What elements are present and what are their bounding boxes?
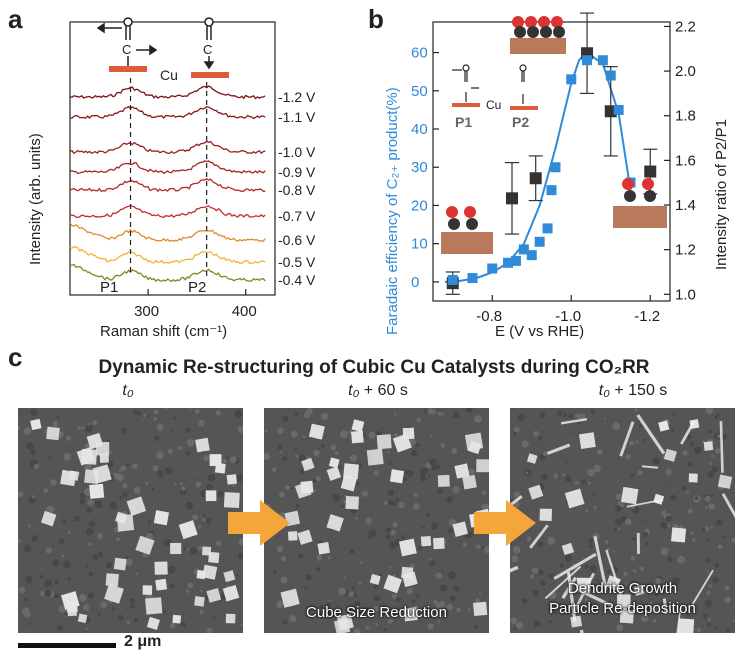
fe-ytick-label: 0 (411, 274, 419, 291)
fe-data-point (582, 55, 593, 66)
peak-p1-label: P1 (100, 279, 118, 296)
panel-label-b: b (368, 4, 384, 34)
fe-xtick-label: -1.0 (555, 308, 581, 325)
inset-p1-label: P1 (455, 114, 472, 130)
fe-data-point (566, 74, 577, 85)
time-label-2: t₀ + 150 s (598, 382, 668, 399)
ratio-ytick-label: 2.0 (675, 63, 696, 80)
raman-plot-frame (69, 21, 276, 296)
micrograph-t0 (18, 408, 243, 633)
ratio-ytick-label: 2.2 (675, 18, 696, 35)
ratio-ytick-label: 1.6 (675, 152, 696, 169)
raman-trace (70, 263, 266, 283)
caption-cube-size-reduction: Cube Size Reduction (306, 604, 447, 621)
fe-data-point (597, 55, 608, 66)
voltage-label: -1.1 V (278, 109, 316, 125)
cu-surface-p2 (191, 72, 229, 78)
caption-dendrite-growth: Dendrite Growth Particle Re-deposition (549, 580, 696, 617)
peak-p2-label: P2 (188, 279, 206, 296)
ratio-data-point (529, 172, 542, 185)
fe-ytick-label: 40 (411, 121, 428, 138)
voltage-label: -1.2 V (278, 89, 316, 105)
voltage-label: -0.4 V (278, 272, 316, 288)
fe-xtick-label: -1.2 (634, 308, 660, 325)
raman-trace (69, 140, 266, 155)
ratio-data-point (644, 165, 657, 178)
fe-xlabel: E (V vs RHE) (495, 323, 584, 340)
panel-label-c: c (8, 342, 23, 372)
ratio-ytick-label: 1.2 (675, 242, 696, 259)
raman-trace (69, 205, 266, 219)
cu-surface-model-right (613, 178, 667, 228)
scale-bar (18, 643, 116, 648)
inset-p2-label: P2 (512, 114, 529, 130)
scale-bar-label: 2 μm (124, 633, 162, 650)
raman-ylabel: Intensity (arb. units) (27, 133, 44, 265)
fe-data-point (605, 70, 616, 81)
cu-surface-model-top (510, 16, 566, 54)
raman-trace (69, 245, 266, 264)
inset-adsorbate-legend: P1 P2 Cu (452, 64, 538, 130)
raman-trace (69, 105, 266, 120)
raman-chart: P1 P2 C C Cu -1.2 V -1.1 V -1.0 V -0.9 V -0.… (27, 17, 316, 340)
fe-ytick-label: 10 (411, 236, 428, 253)
svg-text:C: C (203, 42, 212, 57)
ratio-ytick-label: 1.0 (675, 286, 696, 303)
voltage-label: -0.7 V (278, 208, 316, 224)
fe-data-point (487, 263, 498, 274)
raman-xtick-label: 400 (232, 303, 257, 320)
raman-trace (69, 178, 266, 193)
cu-label: Cu (160, 67, 178, 83)
cu-surface-model-left (441, 206, 493, 254)
panel-c-title: Dynamic Re-structuring of Cubic Cu Catal… (98, 357, 650, 378)
raman-trace (69, 160, 266, 175)
inset-cu-label: Cu (486, 98, 501, 112)
fe-data-point (546, 185, 557, 196)
micrograph-t150: Dendrite Growth Particle Re-deposition (510, 408, 735, 633)
fe-ylabel: Faradaic efficiency of C₂₊ product(%) (384, 87, 401, 335)
micrograph-t60: Cube Size Reduction (264, 408, 489, 633)
fe-data-point (447, 274, 458, 285)
ratio-data-point (506, 192, 518, 205)
raman-trace (69, 85, 266, 100)
fe-ytick-label: 50 (411, 83, 428, 100)
co-adsorbate-p2-icon (203, 17, 215, 70)
time-label-1: t₀ + 60 s (348, 382, 408, 399)
fe-data-point (534, 236, 545, 247)
fe-ratio-chart: 0 10 20 30 40 50 60 1.0 1.2 1.4 1.6 1.8 2.0 2.2 -0.8… (384, 12, 730, 340)
co-adsorbate-p1-icon (96, 17, 158, 66)
fe-data-point (518, 244, 529, 255)
raman-xtick-label: 300 (134, 303, 159, 320)
fe-data-point (503, 257, 514, 268)
ratio-ytick-label: 1.4 (675, 197, 696, 214)
raman-trace (69, 222, 266, 243)
panel-label-a: a (8, 4, 23, 34)
voltage-label: -0.6 V (278, 232, 316, 248)
svg-text:C: C (122, 42, 131, 57)
fe-ytick-label: 20 (411, 197, 428, 214)
fe-data-point (467, 273, 478, 284)
charts-canvas: P1 P2 C C Cu -1.2 V -1.1 V -1.0 V -0.9 V -0.… (27, 12, 730, 340)
voltage-label: -0.9 V (278, 164, 316, 180)
fe-data-point (550, 162, 561, 173)
fe-ytick-label: 60 (411, 45, 428, 62)
voltage-label: -0.8 V (278, 182, 316, 198)
fe-ytick-label: 30 (411, 159, 428, 176)
right-arrow-icon-1 (228, 500, 290, 546)
raman-xlabel: Raman shift (cm⁻¹) (100, 323, 227, 340)
fe-data-point (526, 250, 537, 261)
fe-data-point (613, 104, 624, 115)
fe-data-point (510, 255, 521, 266)
cu-surface-p1 (109, 66, 147, 72)
voltage-label: -0.5 V (278, 254, 316, 270)
fe-xtick-label: -0.8 (476, 308, 502, 325)
ratio-ylabel: Intensity ratio of P2/P1 (713, 119, 730, 270)
voltage-label: -1.0 V (278, 144, 316, 160)
fe-data-point (542, 223, 553, 234)
ratio-ytick-label: 1.8 (675, 108, 696, 125)
right-arrow-icon-2 (474, 500, 536, 546)
time-label-0: t₀ (122, 382, 134, 399)
